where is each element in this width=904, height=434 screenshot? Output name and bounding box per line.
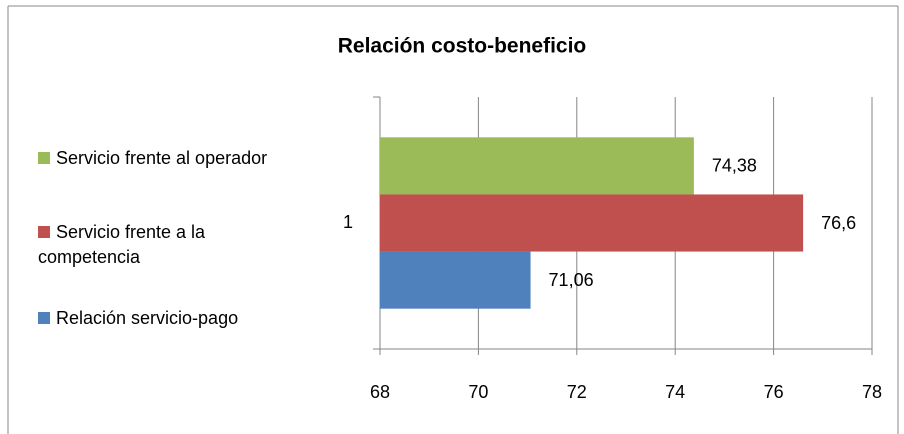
bar (380, 137, 694, 195)
bar (380, 251, 531, 309)
bar (380, 194, 804, 252)
legend-entry: Servicio frente al operador (38, 146, 273, 171)
value-label: 71,06 (549, 270, 594, 290)
legend-label: Servicio frente a la competencia (38, 222, 206, 267)
x-tick-label: 76 (764, 382, 784, 402)
x-tick-label: 74 (665, 382, 685, 402)
x-tick-label: 70 (468, 382, 488, 402)
legend-label: Servicio frente al operador (56, 148, 268, 168)
x-tick-label: 72 (567, 382, 587, 402)
x-tick-label: 68 (370, 382, 390, 402)
legend-label: Relación servicio-pago (56, 308, 239, 328)
value-label: 76,6 (821, 213, 856, 233)
chart-title: Relación costo-beneficio (338, 35, 587, 58)
x-tick-label: 78 (862, 382, 882, 402)
legend-swatch (38, 152, 50, 164)
y-tick-label: 1 (343, 212, 353, 232)
legend-entry: Servicio frente a la competencia (38, 220, 273, 270)
legend-swatch (38, 312, 50, 324)
legend-swatch (38, 226, 50, 238)
value-label: 74,38 (712, 156, 757, 176)
legend-entry: Relación servicio-pago (38, 306, 273, 331)
